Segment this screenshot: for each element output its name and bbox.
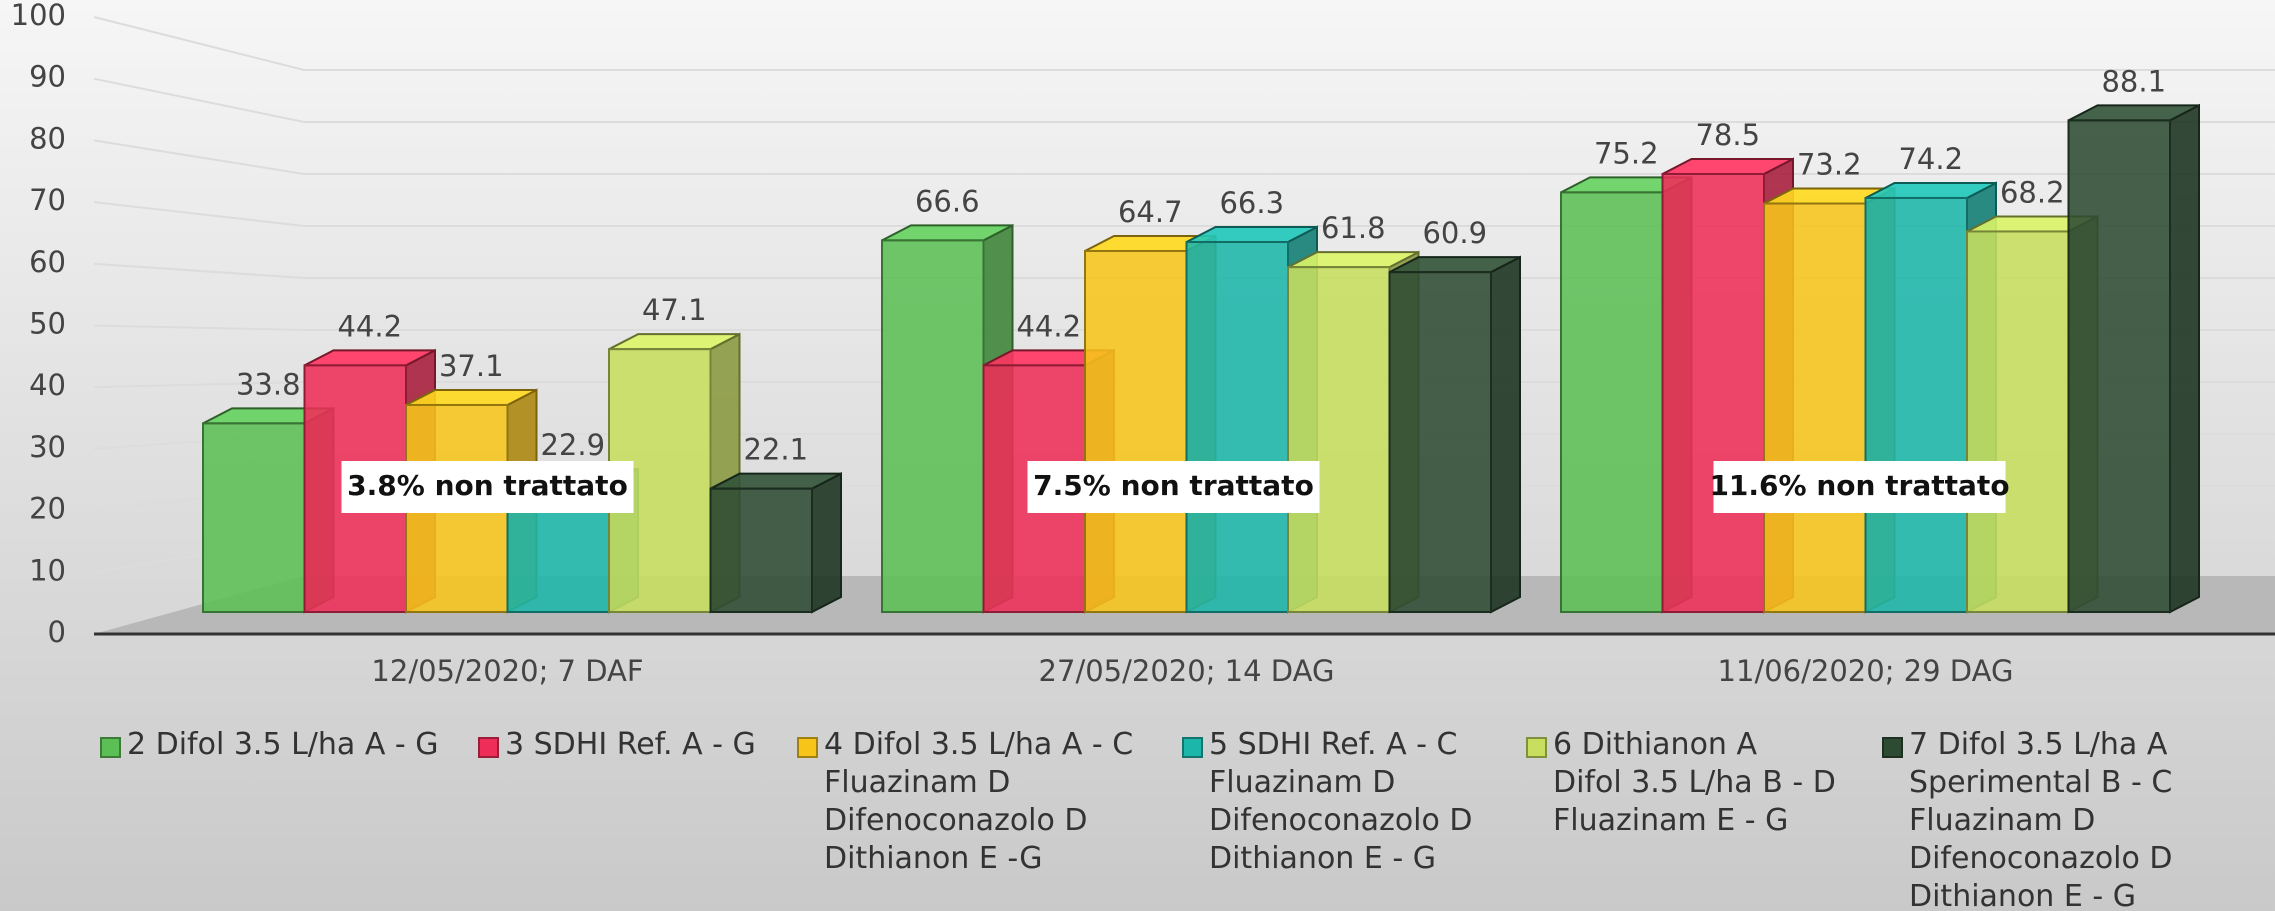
y-tick-label: 10: [29, 553, 66, 587]
annotation: 3.8% non trattato: [347, 469, 628, 502]
legend-swatch: [478, 737, 499, 758]
annotation: 11.6% non trattato: [1709, 469, 2009, 502]
legend-item: 5 SDHI Ref. A - C Fluazinam D Difenocona…: [1182, 726, 1473, 878]
y-tick-label: 100: [11, 0, 66, 32]
bar: [1763, 202, 1867, 613]
bar: [1287, 266, 1391, 613]
y-tick-label: 40: [29, 368, 66, 402]
legend-item: 7 Difol 3.5 L/ha A Sperimental B - C Flu…: [1882, 726, 2173, 911]
data-label: 64.7: [1118, 195, 1183, 229]
y-tick-label: 60: [29, 245, 66, 279]
bar: [1966, 230, 2070, 613]
data-label: 44.2: [337, 309, 402, 343]
y-tick-label: 20: [29, 492, 66, 526]
annotation-box: [341, 461, 634, 513]
grid-line: [93, 139, 2275, 175]
legend-label: 4 Difol 3.5 L/ha A - C Fluazinam D Difen…: [824, 727, 1134, 876]
annotation: 7.5% non trattato: [1033, 469, 1314, 502]
data-label: 61.8: [1321, 211, 1386, 245]
y-tick-label: 30: [29, 430, 66, 464]
data-label: 74.2: [1898, 142, 1963, 176]
legend-swatch: [1182, 737, 1203, 758]
x-tick-label: 27/05/2020; 14 DAG: [1039, 654, 1335, 688]
bar: [2067, 119, 2171, 613]
bar: [1661, 172, 1765, 613]
data-label: 60.9: [1422, 216, 1487, 250]
legend-item: 4 Difol 3.5 L/ha A - C Fluazinam D Difen…: [797, 726, 1133, 878]
y-tick-label: 50: [29, 307, 66, 341]
x-tick-label: 12/05/2020; 7 DAF: [371, 654, 643, 688]
data-label: 66.6: [915, 184, 980, 218]
legend-label: 2 Difol 3.5 L/ha A - G: [127, 727, 439, 762]
y-tick-label: 70: [29, 183, 66, 217]
data-label: 44.2: [1016, 309, 1081, 343]
data-label: 75.2: [1594, 136, 1659, 170]
bar: [1388, 271, 1492, 613]
bar-side: [2169, 103, 2200, 614]
y-tick-label: 90: [29, 60, 66, 94]
data-label: 88.1: [2101, 64, 2166, 98]
legend-label: 6 Dithianon A Difol 3.5 L/ha B - D Fluaz…: [1553, 727, 1836, 838]
annotation-box: [1027, 461, 1320, 513]
data-label: 68.2: [2000, 175, 2065, 209]
grid-line: [93, 77, 2275, 123]
data-label: 37.1: [439, 349, 504, 383]
legend: 2 Difol 3.5 L/ha A - G 3 SDHI Ref. A - G 4…: [100, 726, 2270, 911]
legend-swatch: [100, 737, 121, 758]
legend-label: 7 Difol 3.5 L/ha A Sperimental B - C Flu…: [1909, 727, 2173, 911]
bar: [1864, 196, 1968, 614]
data-label: 33.8: [236, 367, 301, 401]
legend-swatch: [1882, 737, 1903, 758]
bar: [881, 239, 985, 613]
bar: [709, 487, 813, 614]
bar-side: [811, 472, 842, 614]
grid-line: [93, 16, 2275, 71]
data-label: 73.2: [1797, 148, 1862, 182]
bar: [1084, 249, 1188, 613]
legend-swatch: [797, 737, 818, 758]
annotation-box: [1713, 461, 2006, 513]
bar: [1185, 241, 1289, 614]
y-tick-label: 80: [29, 121, 66, 155]
data-label: 66.3: [1219, 186, 1284, 220]
bar: [1560, 191, 1664, 613]
plot: 0 10 20 30 40 50 60 70 80 90 100 33.8 44.2 37.1 22.9 47…: [11, 0, 2275, 688]
bar: [202, 422, 306, 613]
legend-item: 2 Difol 3.5 L/ha A - G: [100, 726, 439, 764]
data-label: 22.9: [540, 428, 605, 462]
legend-item: 6 Dithianon A Difol 3.5 L/ha B - D Fluaz…: [1526, 726, 1836, 840]
bar-side: [1490, 255, 1521, 614]
legend-label: 3 SDHI Ref. A - G: [505, 727, 756, 762]
legend-swatch: [1526, 737, 1547, 758]
data-label: 22.1: [743, 433, 808, 467]
y-tick-label: 0: [48, 615, 66, 649]
x-tick-label: 11/06/2020; 29 DAG: [1718, 654, 2014, 688]
legend-item: 3 SDHI Ref. A - G: [478, 726, 756, 764]
data-label: 78.5: [1695, 118, 1760, 152]
legend-label: 5 SDHI Ref. A - C Fluazinam D Difenocona…: [1209, 727, 1473, 876]
data-label: 47.1: [642, 293, 707, 327]
